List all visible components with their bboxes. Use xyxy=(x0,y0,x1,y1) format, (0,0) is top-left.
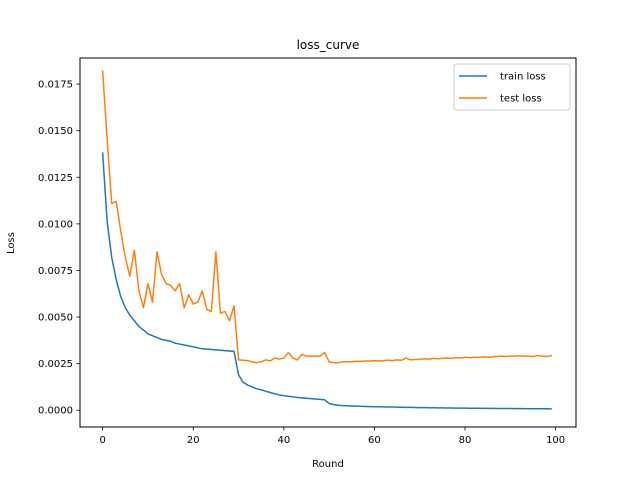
x-tick-label: 80 xyxy=(459,435,472,446)
legend-label-test-loss: test loss xyxy=(500,94,542,105)
axes-frame xyxy=(79,57,577,428)
x-tick-label: 20 xyxy=(187,435,200,446)
x-tick-label: 60 xyxy=(368,435,381,446)
y-axis: 0.0000 0.0025 0.0050 0.0075 0.0100 0.0125 0.01… xyxy=(38,80,80,417)
x-tick-label: 40 xyxy=(277,435,290,446)
y-tick-label: 0.0150 xyxy=(38,126,73,137)
legend: train loss test loss xyxy=(453,63,571,111)
x-tick-label: 100 xyxy=(546,435,565,446)
x-axis-label: Round xyxy=(312,459,344,470)
y-tick-label: 0.0075 xyxy=(38,266,73,277)
y-tick-label: 0.0100 xyxy=(38,219,73,230)
y-axis-label: Loss xyxy=(6,232,17,254)
y-tick-label: 0.0050 xyxy=(38,313,73,324)
x-tick-label: 0 xyxy=(99,435,105,446)
y-tick-label: 0.0125 xyxy=(38,173,73,184)
y-tick-label: 0.0000 xyxy=(38,406,73,417)
legend-label-train-loss: train loss xyxy=(500,72,546,83)
x-axis: 0 20 40 60 80 100 xyxy=(99,427,565,446)
series-line-train-loss xyxy=(101,152,552,410)
series-line-test-loss xyxy=(101,70,552,364)
plot-area xyxy=(101,70,552,410)
chart-title: loss_curve xyxy=(297,38,360,52)
y-tick-label: 0.0025 xyxy=(38,359,73,370)
y-tick-label: 0.0175 xyxy=(38,80,73,91)
